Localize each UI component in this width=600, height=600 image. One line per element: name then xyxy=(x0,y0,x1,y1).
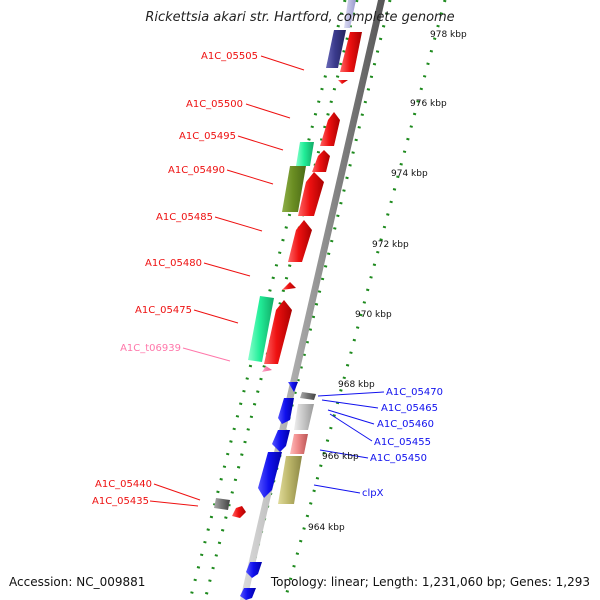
guide-lines xyxy=(188,0,447,600)
genome-axis xyxy=(240,0,385,600)
connector-05495 xyxy=(237,135,284,151)
scale-labels: 978 kbp 976 kbp 974 kbp 972 kbp 970 kbp … xyxy=(308,30,467,533)
scale-label: 968 kbp xyxy=(338,380,375,390)
gene-arrow-lightblue xyxy=(344,0,356,28)
gene-arrow-bottom-2 xyxy=(240,588,256,600)
gene-label-05455[interactable]: A1C_05455 xyxy=(374,437,431,448)
map-title: Rickettsia akari str. Hartford, complete… xyxy=(145,10,455,25)
genome-summary-text: Topology: linear; Length: 1,231,060 bp; … xyxy=(270,575,590,589)
gene-arrow-05470 xyxy=(288,382,298,392)
connector-clpx xyxy=(313,484,361,494)
gene-label-05505[interactable]: A1C_05505 xyxy=(201,51,258,62)
gene-label-05500[interactable]: A1C_05500 xyxy=(186,99,243,110)
scale-label: 976 kbp xyxy=(410,99,447,109)
gene-arrow-05450-blue xyxy=(258,452,282,498)
connector-05440 xyxy=(153,483,201,501)
gene-arrow-05440 xyxy=(214,498,230,510)
connector-05500 xyxy=(245,103,291,119)
gene-label-05450[interactable]: A1C_05450 xyxy=(370,453,427,464)
connector-05490 xyxy=(226,169,274,185)
gene-arrow-05460-grey xyxy=(294,404,314,430)
gene-arrow-05485 xyxy=(288,220,312,262)
scale-label: 966 kbp xyxy=(322,452,359,462)
gene-arrow-05435 xyxy=(232,506,246,518)
connector-05505 xyxy=(260,55,305,71)
gene-label-05475[interactable]: A1C_05475 xyxy=(135,305,192,316)
forward-genes xyxy=(214,0,362,518)
gene-arrow-05455-blue xyxy=(272,430,290,452)
gene-arrow-05495-teal xyxy=(296,142,314,166)
gene-label-05470[interactable]: A1C_05470 xyxy=(386,387,443,398)
guide-line-left-inner xyxy=(203,0,359,600)
gene-arrow-05460 xyxy=(278,398,294,424)
gene-label-05440[interactable]: A1C_05440 xyxy=(95,479,152,490)
connector-05475 xyxy=(193,309,239,324)
connector-05465 xyxy=(321,399,379,409)
connector-05455 xyxy=(329,413,373,442)
gene-label-05480[interactable]: A1C_05480 xyxy=(145,258,202,269)
gene-labels-right: A1C_05470 A1C_05465 A1C_05460 A1C_05455 … xyxy=(362,387,443,499)
connector-t06939 xyxy=(182,347,231,362)
gene-arrow-05490-a xyxy=(312,150,330,172)
gene-arrow-bottom xyxy=(246,562,262,578)
gene-label-05435[interactable]: A1C_05435 xyxy=(92,496,149,507)
gene-label-clpx[interactable]: clpX xyxy=(362,488,384,499)
gene-arrow-05475-teal xyxy=(248,296,274,362)
gene-arrow-t06939 xyxy=(262,366,272,372)
connector-05450 xyxy=(319,449,369,459)
scale-label: 970 kbp xyxy=(355,310,392,320)
connector-05480 xyxy=(203,262,251,277)
gene-arrow-05480 xyxy=(282,282,296,290)
scale-label: 972 kbp xyxy=(372,240,409,250)
gene-arrow-navy xyxy=(326,30,346,68)
gene-arrow-05455-salmon xyxy=(290,434,308,454)
gene-label-05460[interactable]: A1C_05460 xyxy=(377,419,434,430)
gene-label-05490[interactable]: A1C_05490 xyxy=(168,165,225,176)
label-connectors xyxy=(149,55,385,507)
connector-05470 xyxy=(317,391,385,397)
reverse-genes xyxy=(240,382,316,600)
gene-arrow-clpx xyxy=(278,456,302,504)
gene-arrow-05475-red xyxy=(264,300,292,364)
gene-arrow-05490-b xyxy=(298,172,324,216)
scale-label: 964 kbp xyxy=(308,523,345,533)
gene-label-05465[interactable]: A1C_05465 xyxy=(381,403,438,414)
gene-labels-left: A1C_05505 A1C_05500 A1C_05495 A1C_05490 … xyxy=(92,51,258,507)
gene-arrow-05495 xyxy=(320,112,340,146)
scale-label: 978 kbp xyxy=(430,30,467,40)
gene-label-05485[interactable]: A1C_05485 xyxy=(156,212,213,223)
connector-05435 xyxy=(149,500,199,507)
gene-label-t06939[interactable]: A1C_t06939 xyxy=(120,343,181,354)
gene-label-05495[interactable]: A1C_05495 xyxy=(179,131,236,142)
accession-text: Accession: NC_009881 xyxy=(9,575,146,589)
gene-arrow-05490-olive xyxy=(282,166,306,212)
gene-arrow-05505 xyxy=(340,32,362,72)
connector-05460 xyxy=(327,409,375,425)
scale-label: 974 kbp xyxy=(391,169,428,179)
gene-arrow-05465 xyxy=(300,392,316,400)
gene-arrow-05500 xyxy=(338,80,348,84)
connector-05485 xyxy=(214,216,263,232)
